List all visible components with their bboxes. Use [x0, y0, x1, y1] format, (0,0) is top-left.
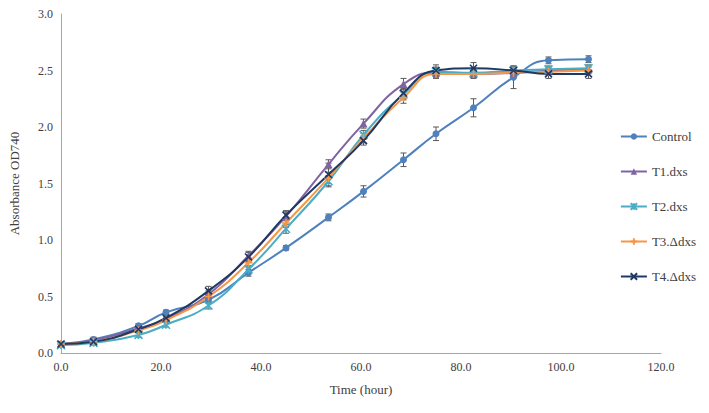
- svg-text:1.5: 1.5: [38, 177, 53, 191]
- svg-text:2.5: 2.5: [38, 64, 53, 78]
- svg-text:1.0: 1.0: [38, 233, 53, 247]
- svg-text:0.0: 0.0: [54, 360, 69, 374]
- svg-text:120.0: 120.0: [648, 360, 675, 374]
- svg-text:Time (hour): Time (hour): [330, 382, 393, 397]
- svg-text:T1.dxs: T1.dxs: [652, 164, 688, 179]
- svg-text:40.0: 40.0: [251, 360, 272, 374]
- svg-text:Control: Control: [652, 129, 692, 144]
- svg-text:T2.dxs: T2.dxs: [652, 199, 688, 214]
- svg-text:Absorbance OD740: Absorbance OD740: [7, 132, 22, 236]
- svg-text:0.0: 0.0: [38, 346, 53, 360]
- svg-text:80.0: 80.0: [451, 360, 472, 374]
- svg-text:100.0: 100.0: [548, 360, 575, 374]
- svg-text:3.0: 3.0: [38, 7, 53, 21]
- svg-text:0.5: 0.5: [38, 290, 53, 304]
- svg-text:T3.Δdxs: T3.Δdxs: [652, 234, 696, 249]
- svg-text:60.0: 60.0: [351, 360, 372, 374]
- svg-text:T4.Δdxs: T4.Δdxs: [652, 269, 696, 284]
- svg-text:20.0: 20.0: [151, 360, 172, 374]
- svg-text:2.0: 2.0: [38, 120, 53, 134]
